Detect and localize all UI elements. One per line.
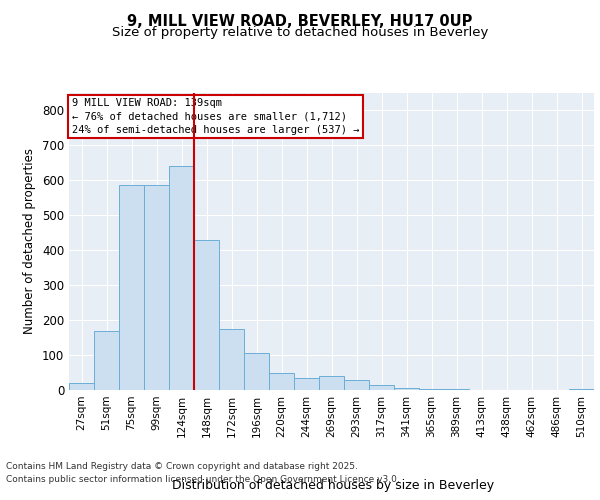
Text: Distribution of detached houses by size in Beverley: Distribution of detached houses by size …	[172, 480, 494, 492]
Y-axis label: Number of detached properties: Number of detached properties	[23, 148, 37, 334]
Bar	[94, 330, 119, 390]
Bar	[119, 185, 144, 390]
Bar	[319, 376, 344, 390]
Bar	[69, 383, 94, 390]
Bar	[169, 166, 194, 390]
Text: Contains public sector information licensed under the Open Government Licence v3: Contains public sector information licen…	[6, 475, 400, 484]
Bar	[269, 372, 294, 390]
Text: 9 MILL VIEW ROAD: 139sqm
← 76% of detached houses are smaller (1,712)
24% of sem: 9 MILL VIEW ROAD: 139sqm ← 76% of detach…	[71, 98, 359, 135]
Bar	[144, 185, 169, 390]
Bar	[244, 353, 269, 390]
Bar	[369, 385, 394, 390]
Bar	[219, 329, 244, 390]
Bar	[394, 388, 419, 390]
Text: Contains HM Land Registry data © Crown copyright and database right 2025.: Contains HM Land Registry data © Crown c…	[6, 462, 358, 471]
Text: 9, MILL VIEW ROAD, BEVERLEY, HU17 0UP: 9, MILL VIEW ROAD, BEVERLEY, HU17 0UP	[127, 14, 473, 29]
Bar	[344, 380, 369, 390]
Bar	[419, 388, 444, 390]
Bar	[294, 378, 319, 390]
Text: Size of property relative to detached houses in Beverley: Size of property relative to detached ho…	[112, 26, 488, 39]
Bar	[194, 240, 219, 390]
